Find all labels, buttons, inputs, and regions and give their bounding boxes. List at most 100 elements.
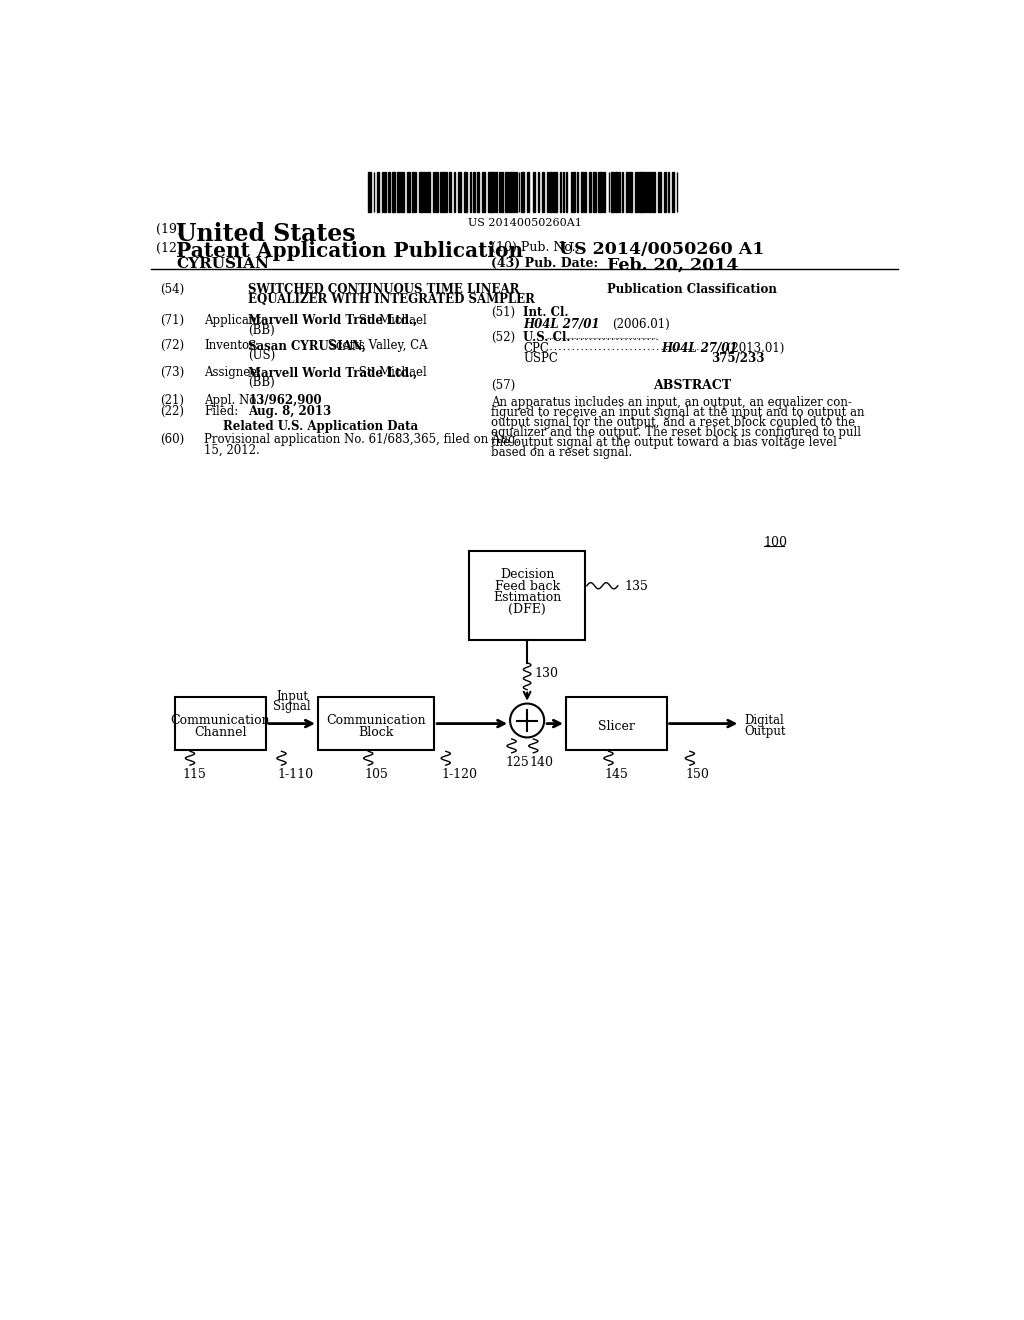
Text: Communication: Communication [170, 714, 270, 727]
Text: Provisional application No. 61/683,365, filed on Aug.: Provisional application No. 61/683,365, … [204, 433, 519, 446]
Bar [582, 173, 583, 213]
Text: Int. Cl.: Int. Cl. [523, 306, 568, 319]
Text: United States: United States [176, 222, 355, 246]
Bar [454, 173, 455, 213]
Text: Aug. 8, 2013: Aug. 8, 2013 [248, 405, 332, 418]
Text: 135: 135 [624, 581, 648, 594]
Bar [435, 173, 438, 213]
Text: H04L 27/01: H04L 27/01 [523, 318, 600, 331]
Bar [542, 173, 544, 213]
Bar [566, 173, 567, 213]
Text: output signal for the output, and a reset block coupled to the: output signal for the output, and a rese… [490, 416, 855, 429]
Bar [413, 173, 414, 213]
Text: Decision: Decision [500, 568, 554, 581]
Text: (60): (60) [161, 433, 184, 446]
Text: CYRUSIAN: CYRUSIAN [176, 257, 269, 271]
Bar [400, 173, 403, 213]
Text: Scotts Valley, CA: Scotts Valley, CA [324, 339, 428, 352]
Bar [585, 173, 586, 213]
Bar [549, 173, 552, 213]
Bar [174, 697, 266, 750]
Text: St. Michael: St. Michael [355, 314, 427, 327]
Text: Feed back: Feed back [495, 579, 560, 593]
Bar [652, 173, 655, 213]
Text: (43) Pub. Date:: (43) Pub. Date: [490, 257, 598, 271]
Text: 100: 100 [764, 536, 787, 549]
Text: Marvell World Trade Ltd.,: Marvell World Trade Ltd., [248, 367, 418, 379]
Text: (51): (51) [490, 306, 515, 319]
Bar [482, 173, 484, 213]
Text: Communication: Communication [327, 714, 426, 727]
Bar [449, 173, 452, 213]
Text: US 2014/0050260 A1: US 2014/0050260 A1 [559, 240, 764, 257]
FancyBboxPatch shape [469, 552, 586, 640]
Bar [415, 173, 417, 213]
Bar [618, 173, 621, 213]
Text: based on a reset signal.: based on a reset signal. [490, 446, 632, 458]
Bar [427, 173, 430, 213]
Text: 125: 125 [506, 756, 529, 770]
Bar [635, 173, 638, 213]
Text: US 20140050260A1: US 20140050260A1 [468, 218, 582, 228]
Bar [614, 173, 617, 213]
Bar [598, 173, 601, 213]
Text: CPC: CPC [523, 342, 549, 355]
Text: 13/962,900: 13/962,900 [248, 395, 322, 407]
Text: Block: Block [358, 726, 393, 739]
Text: 1-110: 1-110 [278, 768, 313, 781]
Bar [442, 173, 445, 213]
Text: Signal: Signal [273, 700, 310, 713]
Bar [589, 173, 591, 213]
Bar [509, 173, 512, 213]
Text: Input: Input [275, 689, 308, 702]
Text: (12): (12) [156, 242, 181, 255]
Text: (71): (71) [161, 314, 184, 327]
Text: Publication Classification: Publication Classification [607, 284, 777, 296]
Bar [420, 173, 423, 213]
Bar [369, 173, 371, 213]
Bar [648, 173, 651, 213]
Bar [532, 173, 535, 213]
Bar [477, 173, 479, 213]
Bar [407, 173, 410, 213]
Bar [388, 173, 390, 213]
Text: SWITCHED CONTINUOUS TIME LINEAR: SWITCHED CONTINUOUS TIME LINEAR [248, 284, 519, 296]
Bar [645, 173, 647, 213]
Text: U.S. Cl.: U.S. Cl. [523, 331, 570, 345]
Bar [495, 173, 497, 213]
Text: St. Michael: St. Michael [355, 367, 427, 379]
Text: An apparatus includes an input, an output, an equalizer con-: An apparatus includes an input, an outpu… [490, 396, 852, 409]
Text: Marvell World Trade Ltd.,: Marvell World Trade Ltd., [248, 314, 418, 327]
Bar [611, 173, 614, 213]
Text: (19): (19) [156, 223, 181, 236]
Text: (10) Pub. No.:: (10) Pub. No.: [490, 240, 580, 253]
Text: (BB): (BB) [248, 376, 274, 389]
Bar [521, 173, 524, 213]
Text: Output: Output [744, 725, 785, 738]
Bar [603, 173, 605, 213]
Bar [397, 173, 400, 213]
Text: Appl. No.:: Appl. No.: [204, 395, 264, 407]
Text: H04L 27/01: H04L 27/01 [662, 342, 737, 355]
Text: (52): (52) [490, 331, 515, 345]
Text: 150: 150 [685, 768, 709, 781]
Text: (US): (US) [248, 350, 275, 363]
Bar [560, 173, 561, 213]
Bar [470, 173, 471, 213]
Text: Patent Application Publication: Patent Application Publication [176, 240, 523, 261]
Text: Digital: Digital [744, 714, 784, 727]
Bar [487, 173, 490, 213]
Text: Filed:: Filed: [204, 405, 239, 418]
Text: (2013.01): (2013.01) [723, 342, 784, 355]
Text: Feb. 20, 2014: Feb. 20, 2014 [607, 257, 738, 275]
Text: 115: 115 [182, 768, 206, 781]
Bar [392, 173, 394, 213]
Bar [640, 173, 643, 213]
Text: Assignee:: Assignee: [204, 367, 261, 379]
Circle shape [510, 704, 544, 738]
Text: (54): (54) [161, 284, 184, 296]
Text: equalizer and the output. The reset block is configured to pull: equalizer and the output. The reset bloc… [490, 425, 861, 438]
Bar [593, 173, 596, 213]
Bar [473, 173, 475, 213]
Text: (72): (72) [161, 339, 184, 352]
